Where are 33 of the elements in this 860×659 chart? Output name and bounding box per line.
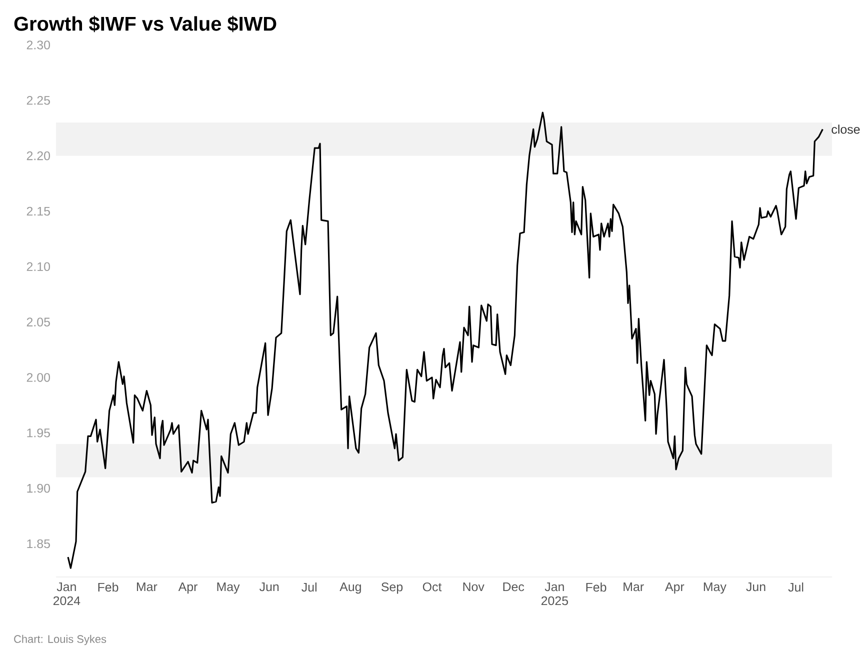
x-tick-label: Jan 2025: [541, 582, 568, 606]
y-tick-label: 2.10: [26, 262, 50, 272]
chart-title: Growth $IWF vs Value $IWD: [14, 16, 276, 32]
series-label: close: [832, 124, 860, 134]
x-tick-label: Aug: [340, 582, 361, 594]
x-tick-label: Oct: [422, 582, 442, 592]
x-tick-label: Sep: [381, 582, 403, 594]
y-tick-label: 2.30: [26, 40, 50, 50]
x-tick-label: Jan 2024: [53, 582, 80, 606]
x-tick-label: Jul: [788, 582, 804, 592]
x-tick-label: May: [704, 582, 726, 594]
y-tick-label: 2.20: [26, 151, 50, 160]
y-tick-label: 2.05: [26, 318, 50, 326]
text: Chart: Louis Sykes: [14, 634, 106, 646]
y-tick-label: 2.15: [26, 206, 50, 216]
x-tick-label: May: [217, 582, 240, 594]
x-tick-label: Jun: [746, 582, 766, 592]
x-tick-label: Nov: [463, 582, 484, 592]
x-tick-label: Dec: [503, 582, 524, 592]
y-tick-label: 2.00: [26, 373, 50, 382]
line-series: [67, 112, 824, 569]
y-tick-label: 1.95: [27, 428, 50, 438]
x-tick-label: Jun: [259, 582, 279, 592]
x-tick-label: Apr: [178, 582, 198, 594]
x-tick-label: Mar: [136, 582, 158, 592]
x-tick-label: Feb: [586, 582, 606, 592]
y-tick-label: 2.25: [26, 96, 50, 105]
x-tick-label: Apr: [665, 582, 684, 594]
y-tick-label: 1.90: [27, 484, 50, 493]
y-tick-label: 1.85: [27, 539, 50, 548]
x-tick-label: Feb: [98, 582, 118, 592]
x-tick-label: Mar: [624, 582, 644, 592]
x-tick-label: Jul: [302, 582, 316, 592]
